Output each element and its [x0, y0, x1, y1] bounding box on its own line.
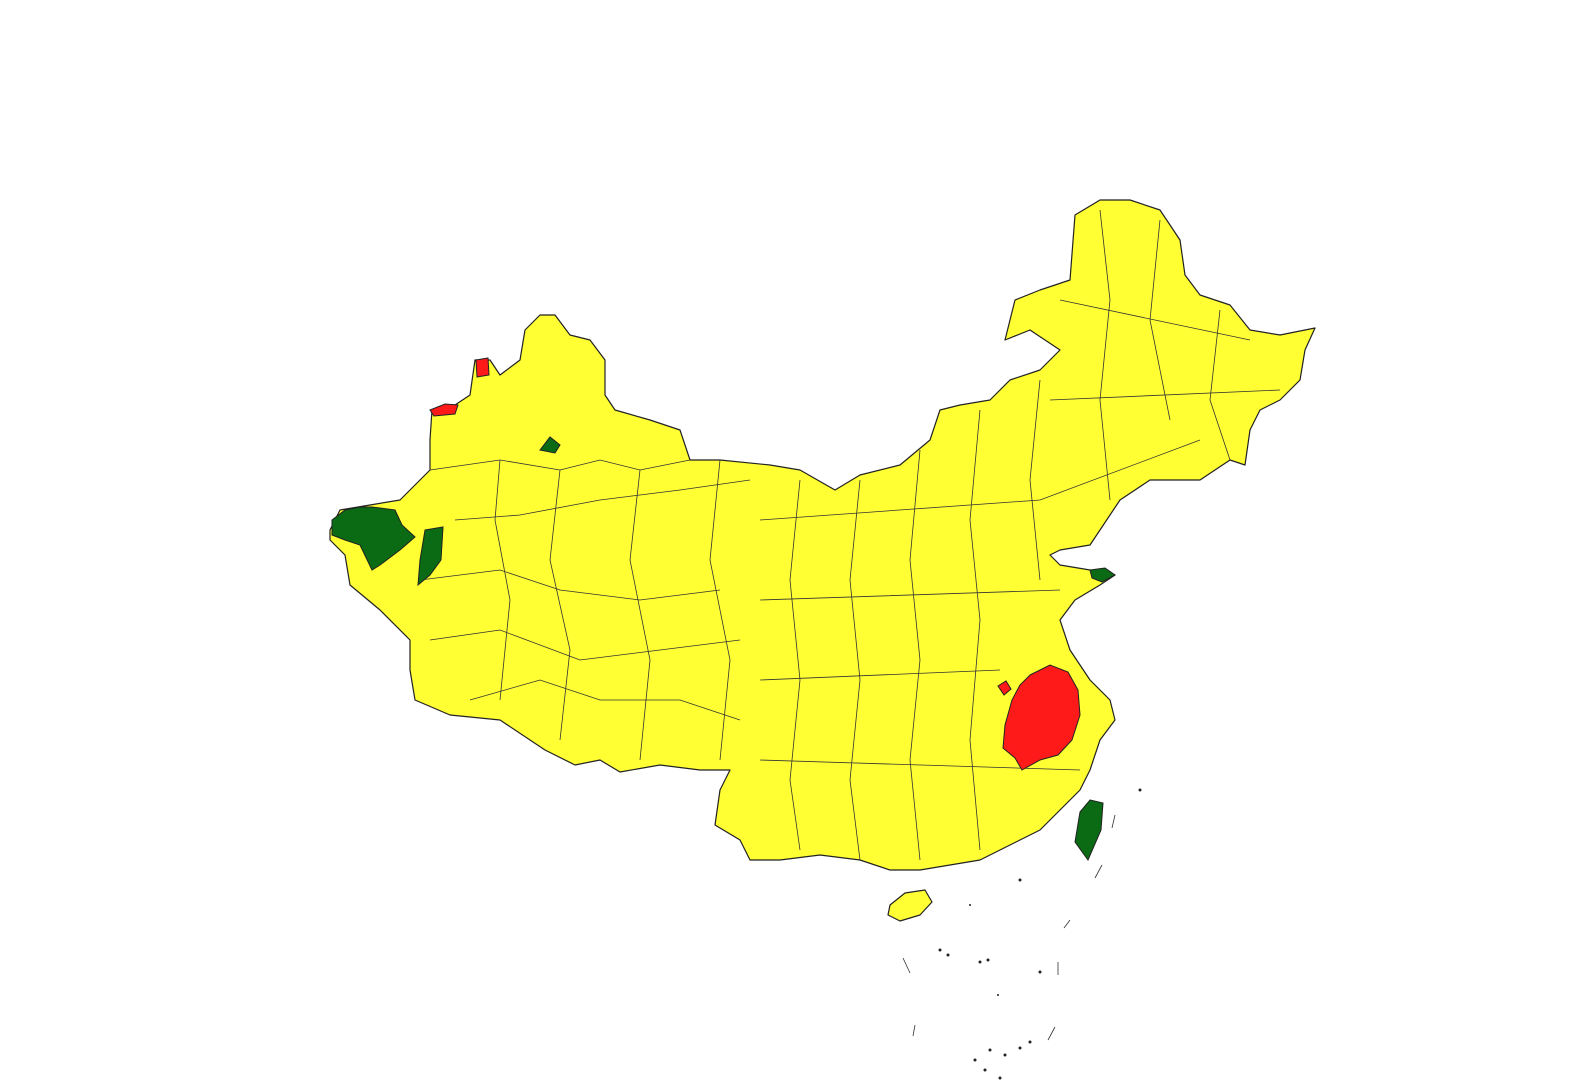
green-region — [539, 436, 561, 454]
red-region — [1002, 664, 1081, 771]
hainan — [887, 889, 933, 922]
region-borders — [419, 209, 1281, 861]
red-region — [997, 680, 1012, 696]
green-region — [1089, 567, 1116, 583]
red-region — [429, 403, 459, 417]
red-region — [475, 357, 490, 378]
islands — [902, 788, 1142, 1080]
green-region — [417, 526, 444, 587]
taiwan — [1074, 799, 1104, 862]
green-region — [331, 506, 416, 571]
mainland — [329, 199, 1316, 871]
